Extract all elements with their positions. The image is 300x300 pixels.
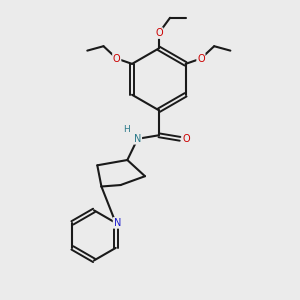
Text: O: O — [155, 28, 163, 38]
Text: H: H — [123, 125, 130, 134]
Text: O: O — [113, 54, 121, 64]
Text: O: O — [197, 54, 205, 64]
Text: N: N — [113, 218, 121, 228]
Text: N: N — [134, 134, 141, 144]
Text: O: O — [183, 134, 190, 144]
